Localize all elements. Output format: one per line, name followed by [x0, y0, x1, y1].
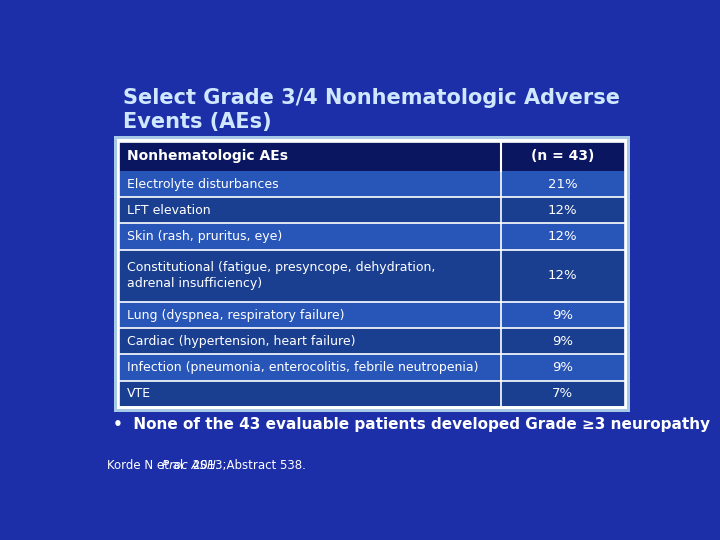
Bar	[120, 142, 625, 171]
Bar	[120, 354, 625, 381]
Bar	[120, 328, 625, 354]
Text: Infection (pneumonia, enterocolitis, febrile neutropenia): Infection (pneumonia, enterocolitis, feb…	[127, 361, 479, 374]
Text: Skin (rash, pruritus, eye): Skin (rash, pruritus, eye)	[127, 230, 282, 243]
Text: 12%: 12%	[548, 204, 577, 217]
Bar	[120, 249, 625, 302]
Bar	[120, 197, 625, 224]
Text: Select Grade 3/4 Nonhematologic Adverse
Events (AEs): Select Grade 3/4 Nonhematologic Adverse …	[122, 88, 619, 132]
Text: 9%: 9%	[552, 335, 573, 348]
Text: Electrolyte disturbances: Electrolyte disturbances	[127, 178, 279, 191]
Text: 12%: 12%	[548, 269, 577, 282]
Text: Cardiac (hypertension, heart failure): Cardiac (hypertension, heart failure)	[127, 335, 356, 348]
Bar	[114, 137, 630, 412]
Text: 9%: 9%	[552, 361, 573, 374]
Text: LFT elevation: LFT elevation	[127, 204, 211, 217]
Text: 12%: 12%	[548, 230, 577, 243]
Text: 21%: 21%	[548, 178, 577, 191]
Text: Lung (dyspnea, respiratory failure): Lung (dyspnea, respiratory failure)	[127, 308, 345, 321]
Text: 2013;Abstract 538.: 2013;Abstract 538.	[189, 459, 306, 472]
Text: Proc ASH: Proc ASH	[162, 459, 215, 472]
Text: VTE: VTE	[127, 387, 151, 400]
Text: 7%: 7%	[552, 387, 573, 400]
Bar	[117, 139, 627, 409]
Bar	[120, 142, 625, 407]
Text: •  None of the 43 evaluable patients developed Grade ≥3 neuropathy: • None of the 43 evaluable patients deve…	[113, 417, 711, 433]
Text: Nonhematologic AEs: Nonhematologic AEs	[127, 150, 288, 164]
Bar	[120, 302, 625, 328]
Bar	[120, 171, 625, 197]
Text: Korde N et al.: Korde N et al.	[107, 459, 191, 472]
Bar	[120, 224, 625, 249]
Text: Constitutional (fatigue, presyncope, dehydration,
adrenal insufficiency): Constitutional (fatigue, presyncope, deh…	[127, 261, 436, 291]
Text: (n = 43): (n = 43)	[531, 150, 595, 164]
Bar	[120, 381, 625, 407]
Text: 9%: 9%	[552, 308, 573, 321]
